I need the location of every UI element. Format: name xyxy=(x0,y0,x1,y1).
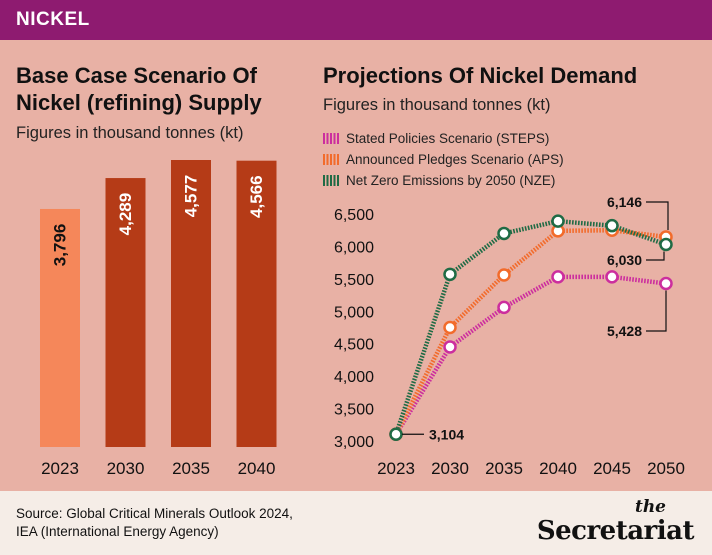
y-tick-label: 5,500 xyxy=(334,272,374,289)
data-point-2 xyxy=(551,214,565,228)
data-point-2 xyxy=(659,237,673,252)
x-tick-label: 2023 xyxy=(377,459,415,478)
bar-value-label: 4,289 xyxy=(116,193,135,236)
left-title-line2: Nickel (refining) Supply xyxy=(16,90,262,115)
top-banner: NICKEL xyxy=(0,0,712,40)
data-point-1 xyxy=(443,320,457,335)
data-point-2 xyxy=(605,218,619,233)
annotation-leader xyxy=(646,251,665,261)
source-note: Source: Global Critical Minerals Outlook… xyxy=(16,505,293,541)
data-point-0 xyxy=(605,270,619,284)
legend-label: Net Zero Emissions by 2050 (NZE) xyxy=(346,173,556,188)
legend-label: Announced Pledges Scenario (APS) xyxy=(346,152,564,167)
left-chart-subtitle: Figures in thousand tonnes (kt) xyxy=(16,124,244,142)
annotation-label: 5,428 xyxy=(607,323,642,339)
bar-2040 xyxy=(236,160,277,447)
line-chart-legend: Stated Policies Scenario (STEPS) Announce… xyxy=(323,128,564,191)
y-tick-label: 3,500 xyxy=(334,402,374,419)
x-tick-label: 2045 xyxy=(593,459,631,478)
y-tick-label: 5,000 xyxy=(334,304,374,321)
data-point-0 xyxy=(659,276,673,291)
data-point-0 xyxy=(551,270,565,284)
annotation-label: 6,146 xyxy=(607,194,642,210)
bar-x-tick-label: 2035 xyxy=(172,459,210,478)
legend-item: Net Zero Emissions by 2050 (NZE) xyxy=(323,170,564,191)
y-tick-label: 3,000 xyxy=(334,434,374,451)
annotation-leader xyxy=(646,290,667,332)
legend-label: Stated Policies Scenario (STEPS) xyxy=(346,131,550,146)
bar-2023 xyxy=(40,208,80,447)
legend-item: Stated Policies Scenario (STEPS) xyxy=(323,128,564,149)
y-tick-label: 6,000 xyxy=(334,239,374,256)
series-line-2 xyxy=(393,218,667,435)
y-tick-label: 6,500 xyxy=(334,207,374,224)
series-line-0 xyxy=(394,274,667,436)
data-point-2 xyxy=(443,267,457,282)
legend-item: Announced Pledges Scenario (APS) xyxy=(323,149,564,170)
footer: Source: Global Critical Minerals Outlook… xyxy=(0,491,712,555)
data-point-0 xyxy=(443,340,457,354)
legend-swatch xyxy=(323,133,340,144)
left-chart-title: Base Case Scenario Of Nickel (refining) … xyxy=(16,62,262,116)
x-tick-label: 2050 xyxy=(647,459,685,478)
bar-2030 xyxy=(105,178,146,447)
data-point-1 xyxy=(497,268,511,282)
y-tick-label: 4,000 xyxy=(334,369,374,386)
x-tick-label: 2035 xyxy=(485,459,523,478)
bar-value-label: 4,566 xyxy=(247,175,266,218)
legend-swatch xyxy=(323,154,340,165)
bar-x-tick-label: 2030 xyxy=(107,459,145,478)
annotation-label: 3,104 xyxy=(429,426,464,442)
right-chart-subtitle: Figures in thousand tonnes (kt) xyxy=(323,96,551,114)
data-point-2 xyxy=(497,226,511,241)
legend-swatch xyxy=(323,175,340,186)
left-title-line1: Base Case Scenario Of xyxy=(16,63,257,88)
bar-value-label: 3,796 xyxy=(51,224,70,267)
series-line-1 xyxy=(393,227,667,436)
bar-2035 xyxy=(171,160,211,447)
brand-the: the xyxy=(634,497,666,517)
bar-x-tick-label: 2023 xyxy=(41,459,79,478)
x-tick-label: 2040 xyxy=(539,459,577,478)
annotation-label: 6,030 xyxy=(607,252,642,268)
right-chart-title: Projections Of Nickel Demand xyxy=(323,63,638,88)
source-line1: Source: Global Critical Minerals Outlook… xyxy=(16,506,293,521)
brand-logo: the Secretariat xyxy=(536,497,695,547)
source-line2: IEA (International Energy Agency) xyxy=(16,524,219,539)
y-tick-label: 4,500 xyxy=(334,337,374,354)
data-point-0 xyxy=(497,300,511,315)
category-tag: NICKEL xyxy=(16,9,90,30)
bar-value-label: 4,577 xyxy=(182,175,201,218)
data-point-2 xyxy=(389,427,403,442)
brand-name: Secretariat xyxy=(536,516,695,546)
annotation-leader xyxy=(646,201,669,230)
bar-x-tick-label: 2040 xyxy=(238,459,276,478)
x-tick-label: 2030 xyxy=(431,459,469,478)
